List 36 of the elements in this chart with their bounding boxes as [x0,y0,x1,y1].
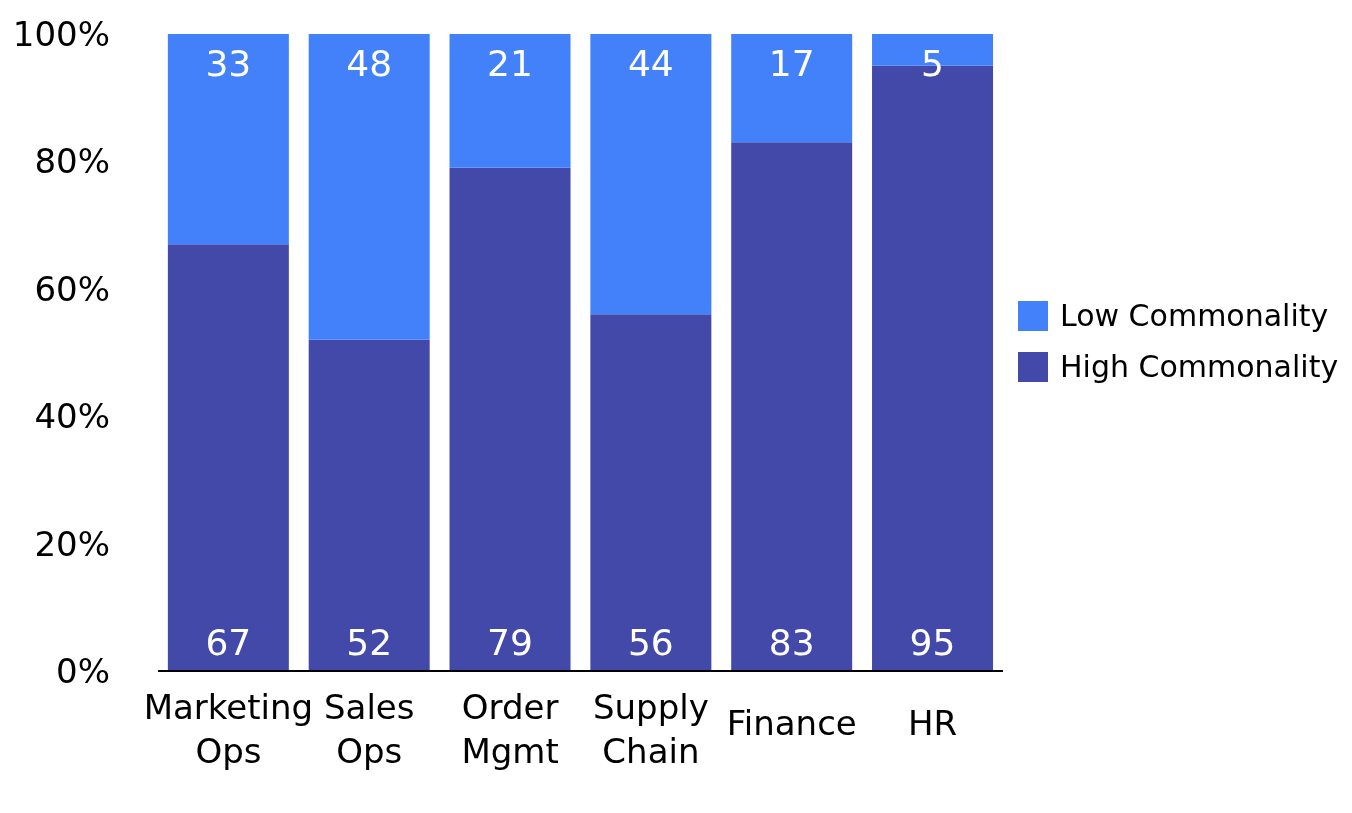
data-label: 44 [627,42,674,84]
y-tick-label: 100% [12,14,110,55]
data-label: 48 [346,42,393,84]
y-tick-label: 40% [34,396,110,437]
y-tick-label: 20% [34,523,110,564]
bar [167,244,289,671]
x-tick-label: Supply Chain [592,687,709,771]
x-tick-label: HR [907,703,958,743]
data-label: 67 [205,622,252,663]
x-tick-label: Finance [726,703,857,743]
data-label: 95 [909,622,956,663]
x-tick-label: Order Mgmt [461,687,559,771]
data-label: 79 [487,622,533,663]
data-label: 56 [627,622,674,663]
y-tick-label: 0% [56,651,110,692]
data-label: 33 [205,42,252,84]
bar [308,339,430,671]
data-label: 52 [346,622,393,663]
y-tick-label: 60% [34,268,110,309]
x-tick-label: Sales Ops [324,687,415,771]
bar [449,34,571,168]
data-label: 83 [768,622,815,663]
y-tick-label: 80% [34,141,110,182]
legend-label: Low Commonality [1060,298,1329,333]
bar [449,167,571,671]
x-tick-label: Marketing Ops [143,687,314,771]
bar [167,34,289,245]
bar [731,34,853,143]
bar [731,142,853,671]
data-label: 21 [487,42,533,84]
bar [590,314,712,671]
data-label: 5 [921,42,944,84]
data-label: 17 [768,42,815,84]
legend-label: High Commonality [1060,349,1339,384]
bar [590,34,712,315]
bar [308,34,430,340]
